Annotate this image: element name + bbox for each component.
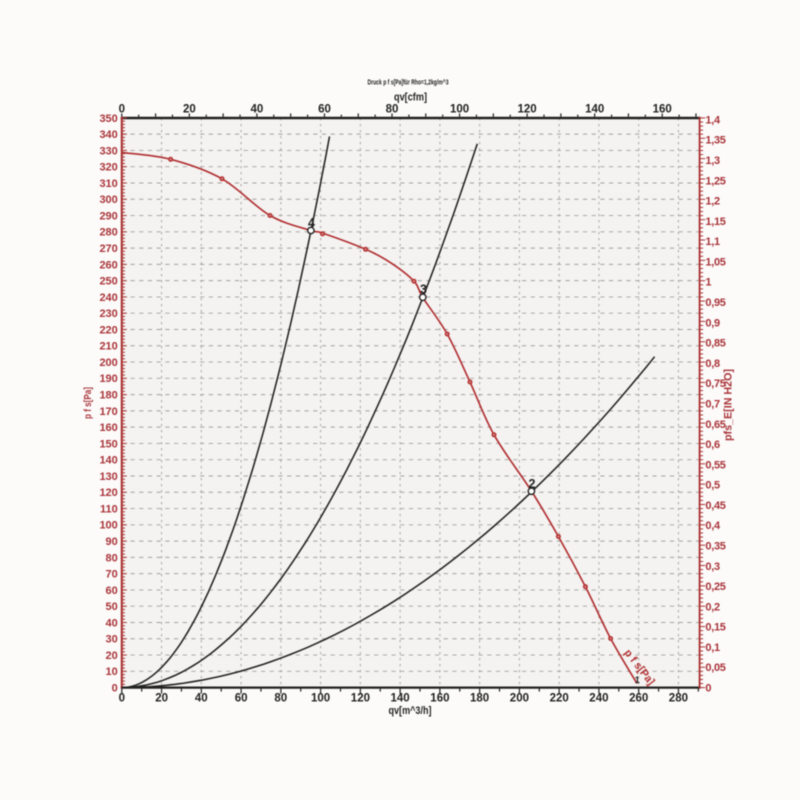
svg-text:pfs_E[IN H2O]: pfs_E[IN H2O] (723, 369, 735, 441)
svg-text:220: 220 (99, 324, 117, 336)
svg-text:120: 120 (99, 487, 117, 499)
svg-text:260: 260 (99, 259, 117, 271)
svg-text:120: 120 (518, 103, 537, 115)
svg-text:140: 140 (99, 455, 117, 467)
svg-text:280: 280 (99, 227, 117, 239)
svg-text:0,7: 0,7 (705, 398, 720, 410)
svg-text:p f s[Pa]: p f s[Pa] (82, 387, 94, 419)
svg-text:140: 140 (585, 103, 604, 115)
svg-text:1,1: 1,1 (705, 236, 720, 248)
svg-text:1,05: 1,05 (705, 256, 725, 268)
svg-text:50: 50 (106, 601, 118, 613)
svg-text:30: 30 (106, 634, 118, 646)
svg-text:60: 60 (318, 103, 331, 115)
svg-text:240: 240 (99, 292, 117, 304)
svg-text:0,55: 0,55 (705, 459, 725, 471)
svg-text:0: 0 (705, 683, 711, 695)
svg-text:100: 100 (450, 103, 469, 115)
svg-text:320: 320 (99, 162, 117, 174)
svg-text:130: 130 (99, 471, 117, 483)
svg-text:40: 40 (251, 103, 264, 115)
svg-text:170: 170 (99, 406, 117, 418)
svg-text:40: 40 (195, 692, 208, 704)
svg-text:140: 140 (391, 692, 410, 704)
svg-text:1,15: 1,15 (705, 216, 725, 228)
svg-text:340: 340 (99, 129, 117, 141)
svg-text:300: 300 (99, 194, 117, 206)
svg-text:240: 240 (589, 692, 608, 704)
svg-text:190: 190 (99, 373, 117, 385)
svg-text:270: 270 (99, 243, 117, 255)
svg-text:0: 0 (119, 103, 125, 115)
svg-text:Druck p f s[Pa]für Rho=1,2kg/m: Druck p f s[Pa]für Rho=1,2kg/m^3 (368, 79, 449, 87)
svg-text:1: 1 (635, 675, 640, 685)
svg-text:230: 230 (99, 308, 117, 320)
svg-text:330: 330 (99, 145, 117, 157)
svg-text:60: 60 (106, 585, 118, 597)
svg-text:220: 220 (550, 692, 569, 704)
svg-text:0: 0 (119, 692, 125, 704)
svg-text:180: 180 (470, 692, 489, 704)
svg-text:0,2: 0,2 (705, 601, 720, 613)
svg-text:100: 100 (311, 692, 330, 704)
svg-text:1,3: 1,3 (705, 155, 720, 167)
svg-text:120: 120 (351, 692, 370, 704)
svg-text:0,1: 0,1 (705, 642, 720, 654)
svg-text:70: 70 (106, 569, 118, 581)
svg-text:250: 250 (99, 276, 117, 288)
svg-text:90: 90 (106, 536, 118, 548)
svg-text:20: 20 (183, 103, 196, 115)
svg-text:0,75: 0,75 (705, 378, 725, 390)
svg-text:80: 80 (106, 552, 118, 564)
svg-text:1,25: 1,25 (705, 175, 725, 187)
svg-text:290: 290 (99, 210, 117, 222)
svg-text:280: 280 (669, 692, 688, 704)
svg-text:40: 40 (106, 617, 118, 629)
svg-text:0,85: 0,85 (705, 338, 725, 350)
svg-text:0,15: 0,15 (705, 622, 725, 634)
svg-text:0,25: 0,25 (705, 581, 725, 593)
svg-text:0,5: 0,5 (705, 480, 720, 492)
svg-text:1: 1 (705, 277, 711, 289)
svg-text:20: 20 (106, 650, 118, 662)
svg-text:20: 20 (155, 692, 168, 704)
svg-text:0,65: 0,65 (705, 419, 725, 431)
svg-text:60: 60 (235, 692, 248, 704)
svg-text:260: 260 (629, 692, 648, 704)
svg-text:80: 80 (386, 103, 399, 115)
svg-text:0,35: 0,35 (705, 540, 725, 552)
svg-text:80: 80 (274, 692, 287, 704)
svg-text:qv[m^3/h]: qv[m^3/h] (389, 705, 432, 717)
svg-text:0,8: 0,8 (705, 358, 720, 370)
svg-text:0,95: 0,95 (705, 297, 725, 309)
svg-text:0: 0 (112, 683, 118, 695)
svg-text:2: 2 (529, 477, 536, 491)
svg-text:4: 4 (308, 216, 315, 230)
svg-text:350: 350 (99, 113, 117, 125)
svg-text:0,3: 0,3 (705, 561, 720, 573)
svg-text:150: 150 (99, 438, 117, 450)
svg-text:110: 110 (100, 503, 118, 515)
svg-text:160: 160 (430, 692, 449, 704)
svg-text:1,2: 1,2 (705, 196, 720, 208)
svg-text:0,6: 0,6 (705, 439, 720, 451)
svg-text:1,4: 1,4 (705, 114, 721, 126)
svg-text:0,9: 0,9 (705, 317, 720, 329)
svg-text:200: 200 (510, 692, 529, 704)
svg-text:10: 10 (106, 666, 118, 678)
svg-text:qv[cfm]: qv[cfm] (394, 92, 427, 104)
svg-text:3: 3 (420, 283, 427, 297)
svg-text:200: 200 (99, 357, 117, 369)
svg-text:0,45: 0,45 (705, 500, 725, 512)
svg-text:180: 180 (99, 390, 117, 402)
svg-text:160: 160 (99, 422, 117, 434)
svg-text:160: 160 (653, 103, 672, 115)
svg-text:310: 310 (99, 178, 117, 190)
svg-text:0,05: 0,05 (705, 662, 725, 674)
svg-text:0,4: 0,4 (705, 520, 721, 532)
svg-text:1,35: 1,35 (705, 135, 725, 147)
svg-text:210: 210 (99, 341, 117, 353)
svg-text:100: 100 (99, 520, 117, 532)
